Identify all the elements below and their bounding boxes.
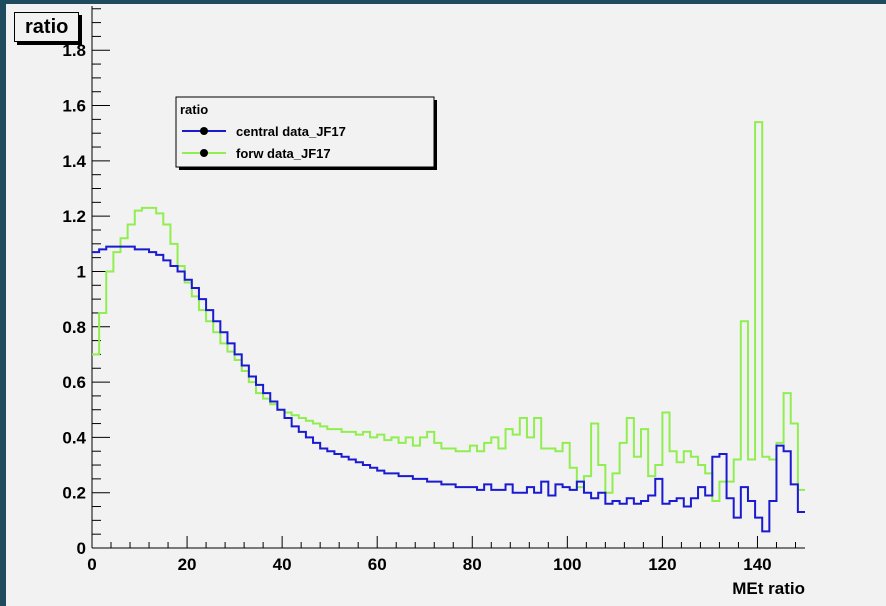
legend-label-1: forw data_JF17	[236, 146, 331, 161]
x-tick-label: 100	[553, 555, 581, 574]
y-tick-label: 1.8	[62, 41, 86, 60]
y-tick-label: 0.2	[62, 484, 86, 503]
histogram-chart: 0 20 40 60 80 100 120 140 0 0.2 0.4 0.6 0.8 1 1.2 1.4 1.…	[62, 6, 805, 598]
y-tick-label: 1.2	[62, 207, 86, 226]
x-tick-label: 80	[463, 555, 482, 574]
y-tick-label: 0.6	[62, 373, 86, 392]
x-tick-label: 120	[648, 555, 676, 574]
x-tick-label: 60	[368, 555, 387, 574]
x-tick-label: 40	[273, 555, 292, 574]
y-tick-label: 0	[77, 539, 86, 558]
series-forw-line	[92, 121, 805, 502]
x-tick-label: 140	[743, 555, 771, 574]
y-tick-label: 1	[77, 262, 86, 281]
axes: 0 20 40 60 80 100 120 140 0 0.2 0.4 0.6 0.8 1 1.2 1.4 1.…	[62, 6, 805, 598]
x-tick-label: 0	[87, 555, 96, 574]
legend-title: ratio	[180, 102, 208, 117]
y-tick-label: 0.8	[62, 318, 86, 337]
y-tick-label: 1.6	[62, 97, 86, 116]
canvas-frame: ratio 0 20 40 60 80 100 120 140 0 0.2 0.4 0.6 0.8 1 1.…	[6, 4, 886, 606]
x-axis-title: MEt ratio	[732, 579, 805, 598]
legend-label-0: central data_JF17	[236, 124, 346, 139]
y-tick-label: 1.4	[62, 152, 86, 171]
pad-title: ratio	[14, 12, 80, 42]
legend-marker-0	[200, 127, 208, 135]
legend-marker-1	[200, 149, 208, 157]
y-tick-label: 0.4	[62, 428, 86, 447]
series-central-line	[92, 245, 805, 533]
series-layer	[92, 121, 805, 533]
x-tick-label: 20	[178, 555, 197, 574]
